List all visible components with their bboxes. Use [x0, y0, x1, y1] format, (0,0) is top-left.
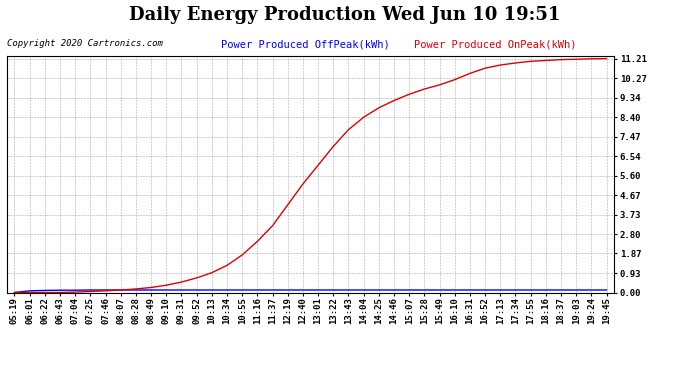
Text: Power Produced OffPeak(kWh): Power Produced OffPeak(kWh)	[221, 39, 390, 50]
Text: Power Produced OnPeak(kWh): Power Produced OnPeak(kWh)	[414, 39, 577, 50]
Text: Copyright 2020 Cartronics.com: Copyright 2020 Cartronics.com	[7, 39, 163, 48]
Text: Daily Energy Production Wed Jun 10 19:51: Daily Energy Production Wed Jun 10 19:51	[129, 6, 561, 24]
